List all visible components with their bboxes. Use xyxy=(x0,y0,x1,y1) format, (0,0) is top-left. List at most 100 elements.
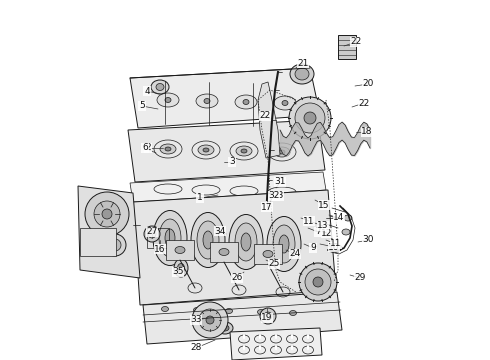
Text: 24: 24 xyxy=(290,249,301,258)
Ellipse shape xyxy=(295,68,309,80)
Ellipse shape xyxy=(196,94,218,108)
Text: 21: 21 xyxy=(297,58,309,68)
Ellipse shape xyxy=(344,215,352,221)
Text: 23: 23 xyxy=(272,192,284,201)
Text: 22: 22 xyxy=(259,112,270,121)
Ellipse shape xyxy=(174,259,188,277)
Ellipse shape xyxy=(194,307,200,312)
Ellipse shape xyxy=(274,96,296,110)
Ellipse shape xyxy=(241,149,247,153)
Ellipse shape xyxy=(264,312,272,320)
Text: 5: 5 xyxy=(139,102,145,111)
Text: 15: 15 xyxy=(318,201,330,210)
Ellipse shape xyxy=(160,144,176,154)
Ellipse shape xyxy=(243,99,249,104)
Ellipse shape xyxy=(229,215,263,270)
Ellipse shape xyxy=(282,100,288,105)
Ellipse shape xyxy=(342,229,350,235)
Polygon shape xyxy=(258,82,280,158)
Bar xyxy=(147,228,169,248)
Ellipse shape xyxy=(279,150,285,154)
Text: 20: 20 xyxy=(362,80,374,89)
Ellipse shape xyxy=(299,263,337,301)
Ellipse shape xyxy=(267,216,301,271)
Polygon shape xyxy=(128,120,325,182)
Ellipse shape xyxy=(203,231,213,249)
Text: 10: 10 xyxy=(328,243,340,252)
Ellipse shape xyxy=(157,93,179,107)
Ellipse shape xyxy=(304,112,316,124)
Ellipse shape xyxy=(236,146,252,156)
Ellipse shape xyxy=(177,264,185,273)
Text: 26: 26 xyxy=(231,274,243,283)
Ellipse shape xyxy=(274,147,290,157)
Ellipse shape xyxy=(235,95,257,109)
Polygon shape xyxy=(130,172,326,202)
Text: 12: 12 xyxy=(321,229,333,238)
Ellipse shape xyxy=(206,316,214,324)
Ellipse shape xyxy=(235,223,257,261)
Ellipse shape xyxy=(279,235,289,253)
Text: 22: 22 xyxy=(358,99,369,108)
Text: 19: 19 xyxy=(261,314,273,323)
Ellipse shape xyxy=(221,325,229,331)
Bar xyxy=(166,240,194,260)
Ellipse shape xyxy=(305,269,331,295)
Ellipse shape xyxy=(165,229,175,247)
Text: 14: 14 xyxy=(333,213,344,222)
Text: 27: 27 xyxy=(147,228,158,237)
Ellipse shape xyxy=(159,219,181,257)
Polygon shape xyxy=(130,68,320,128)
Text: 29: 29 xyxy=(354,274,366,283)
Ellipse shape xyxy=(273,225,295,263)
Text: 4: 4 xyxy=(144,86,150,95)
Ellipse shape xyxy=(290,64,314,84)
Text: 9: 9 xyxy=(310,243,316,252)
Ellipse shape xyxy=(198,145,214,155)
Text: 7: 7 xyxy=(315,228,321,237)
Ellipse shape xyxy=(241,233,251,251)
Ellipse shape xyxy=(144,226,160,242)
Ellipse shape xyxy=(217,322,233,334)
Ellipse shape xyxy=(203,148,209,152)
Text: 17: 17 xyxy=(261,202,273,211)
Text: 33: 33 xyxy=(190,315,202,324)
Text: 13: 13 xyxy=(317,221,329,230)
Ellipse shape xyxy=(104,234,126,256)
Ellipse shape xyxy=(151,80,169,94)
Ellipse shape xyxy=(162,306,169,311)
Ellipse shape xyxy=(148,230,156,238)
Text: 18: 18 xyxy=(361,127,373,136)
Ellipse shape xyxy=(219,248,229,256)
Ellipse shape xyxy=(290,310,296,315)
Polygon shape xyxy=(133,190,336,305)
Text: 35: 35 xyxy=(172,267,184,276)
Text: 2: 2 xyxy=(145,144,151,153)
Ellipse shape xyxy=(258,310,265,315)
Ellipse shape xyxy=(197,221,219,259)
Polygon shape xyxy=(78,186,140,278)
Ellipse shape xyxy=(204,99,210,104)
Ellipse shape xyxy=(263,251,273,257)
Ellipse shape xyxy=(85,192,129,236)
Text: 1: 1 xyxy=(197,194,203,202)
Text: 30: 30 xyxy=(362,235,374,244)
Ellipse shape xyxy=(156,84,164,90)
Ellipse shape xyxy=(165,147,171,151)
Ellipse shape xyxy=(334,245,342,251)
Ellipse shape xyxy=(109,239,121,251)
Text: 32: 32 xyxy=(269,192,280,201)
Ellipse shape xyxy=(165,98,171,103)
Text: 31: 31 xyxy=(274,177,286,186)
Bar xyxy=(254,244,282,264)
Ellipse shape xyxy=(191,212,225,267)
Text: 11: 11 xyxy=(303,216,315,225)
Polygon shape xyxy=(143,292,342,344)
Ellipse shape xyxy=(295,103,325,133)
Text: 28: 28 xyxy=(190,343,202,352)
Text: 11: 11 xyxy=(330,239,342,248)
Ellipse shape xyxy=(192,302,228,338)
Text: 3: 3 xyxy=(229,158,235,166)
Text: 34: 34 xyxy=(214,226,226,235)
Text: 6: 6 xyxy=(142,144,148,153)
